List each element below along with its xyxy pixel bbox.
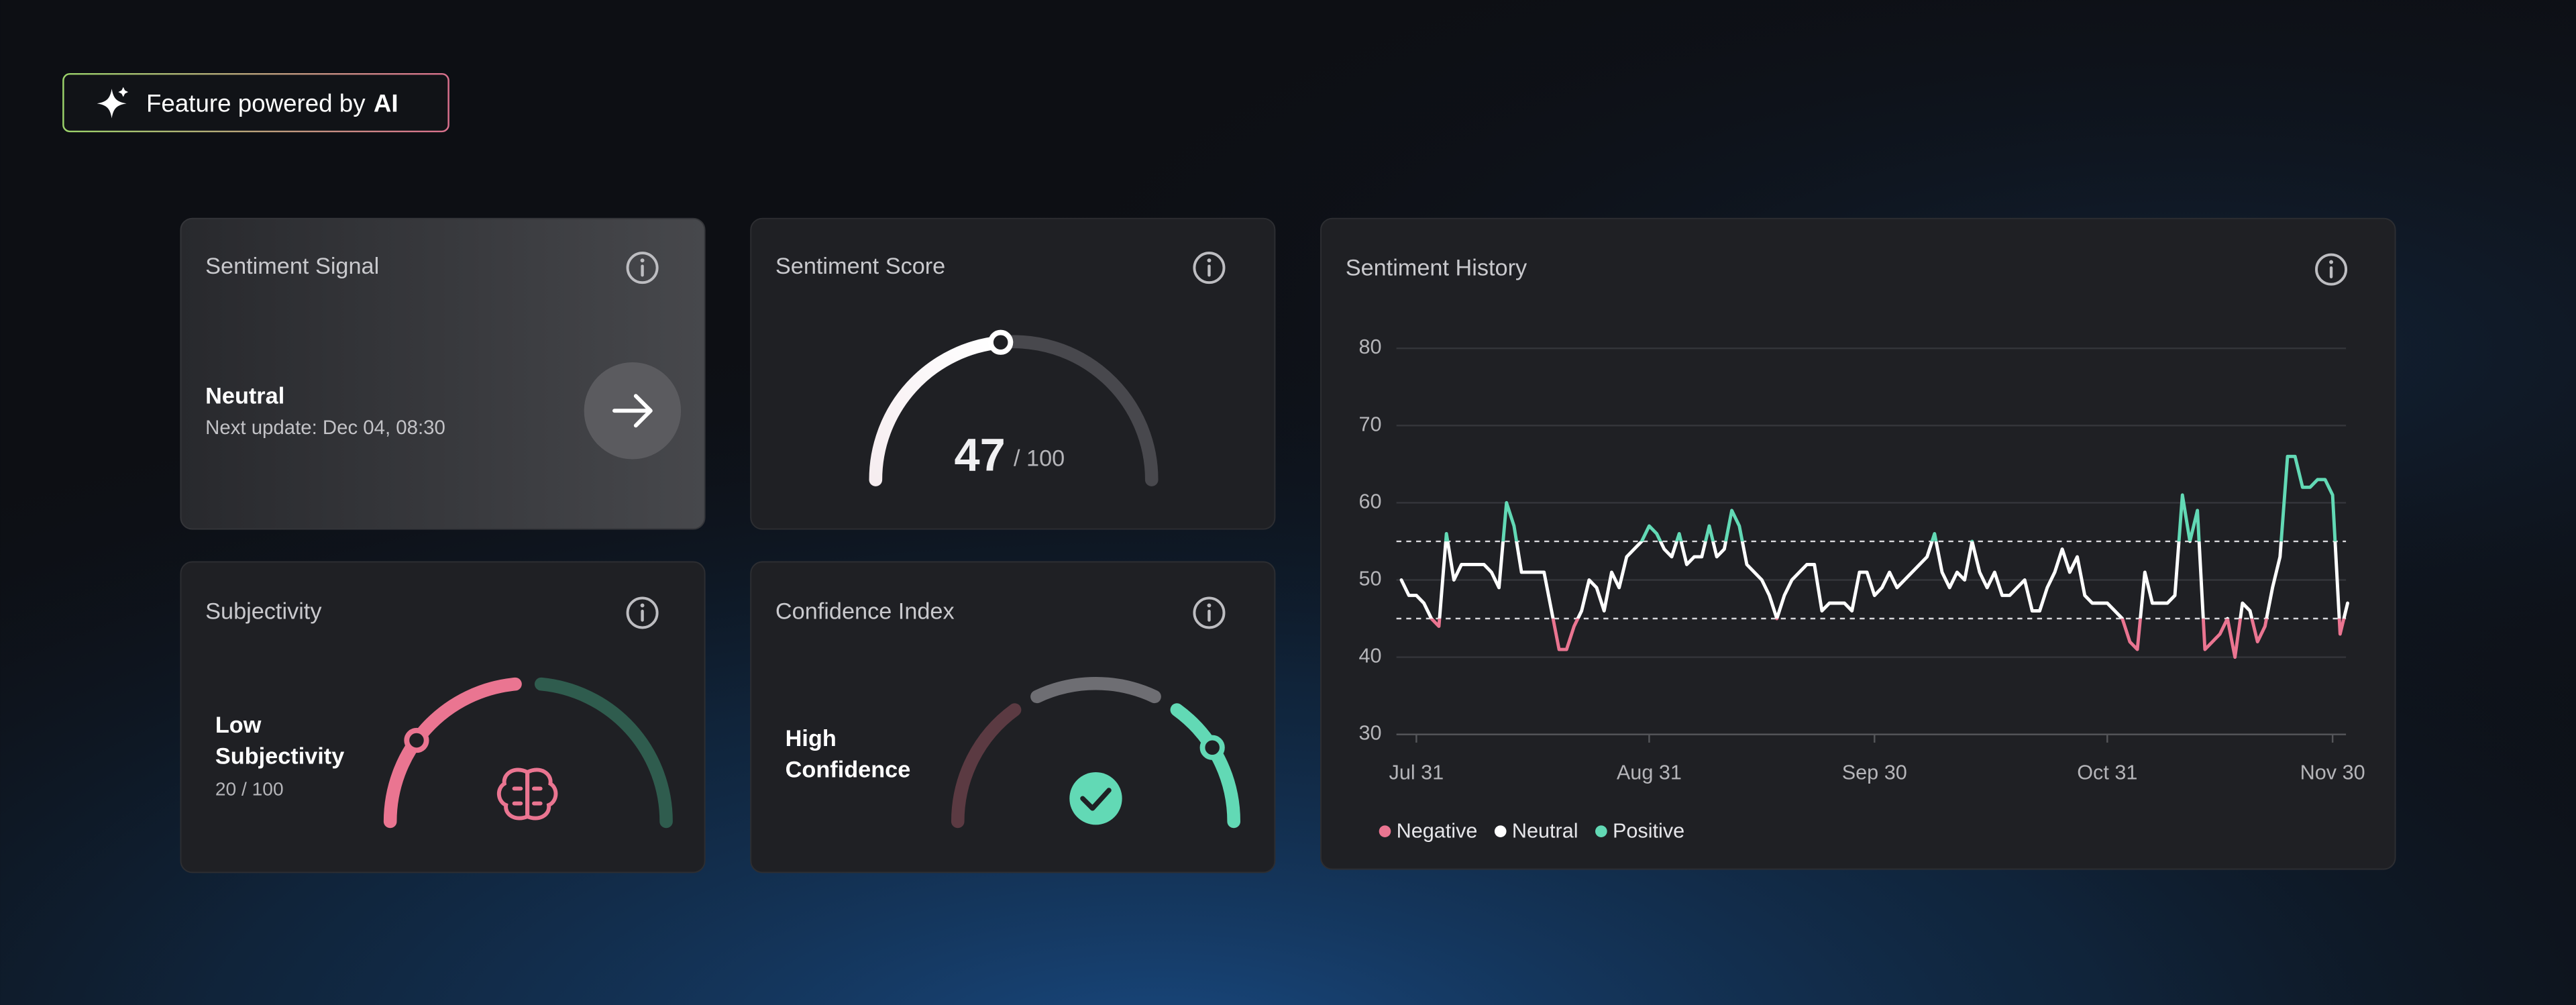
info-dot [2329,260,2333,264]
gauge-track [994,335,1159,486]
badge-frame [62,72,449,133]
label-box: High Confidence [785,724,911,782]
badge-label: Feature powered by [146,89,366,117]
x-tick-label: Nov 30 [2300,761,2365,784]
legend-swatch [1494,825,1507,837]
y-tick-label: 40 [1359,645,1382,668]
next-update: Next update: Dec 04, 08:30 [205,417,445,439]
gauge-marker [988,329,1014,355]
info-icons [626,252,2348,629]
badge-text: Feature powered by AI [146,89,398,117]
legend-label: Positive [1613,819,1684,842]
info-button[interactable] [1193,252,1226,284]
sentiment-line [1399,454,2349,659]
info-dot [1207,258,1212,263]
legend-swatch [1379,825,1391,837]
gauge-marker [1199,735,1225,760]
y-tick-label: 30 [1359,722,1382,745]
sparkle-icon [97,89,127,119]
sparkle-icon [118,87,129,97]
gauge-track [1030,676,1161,704]
legend-swatch [1595,825,1607,837]
history-chart: 30 40 50 60 70 80 Jul 31 Aug 31 Sep 30 Oct 31 Nov … [1359,335,2365,842]
badge-emphasis: AI [374,89,398,117]
check-icon [1069,772,1122,825]
legend-label: Neutral [1512,819,1578,842]
brain-icon [496,768,558,821]
info-button[interactable] [2315,253,2348,286]
brain-right [525,768,558,821]
ai-badge: Feature powered by AI [62,72,449,133]
info-circle[interactable] [1193,252,1226,284]
info-circle[interactable] [2315,253,2348,286]
card [1320,217,2396,870]
info-circle[interactable] [626,596,659,629]
card-title: Sentiment Signal [205,254,379,279]
signal-button[interactable] [584,362,682,460]
info-dot [1207,603,1212,608]
gauges [383,329,1240,829]
check-mark [1080,788,1112,811]
x-tick-label: Oct 31 [2077,761,2137,784]
card-title: Subjectivity [205,599,322,625]
y-tick-label: 70 [1359,413,1382,435]
signal-label: Neutral [205,384,284,409]
info-circle[interactable] [626,252,659,284]
info-button[interactable] [1193,596,1226,629]
arrow-icon [612,394,653,428]
subjectivity-label: Low Subjectivity [215,711,345,770]
label-box: Low Subjectivity [215,711,345,770]
info-button[interactable] [626,596,659,629]
card-title: Sentiment Score [775,254,945,279]
brain-left [496,768,530,821]
gauge-track [383,677,522,829]
info-dot [640,258,645,263]
gauge-track [951,703,1022,829]
y-tick-label: 80 [1359,335,1382,358]
gauge-track [534,677,673,829]
info-button[interactable] [626,252,659,284]
card [180,217,706,530]
x-tick-label: Sep 30 [1842,761,1907,784]
y-tick-label: 60 [1359,490,1382,513]
card-title: Sentiment History [1346,256,1527,281]
score-value: 47 [955,429,1006,480]
gauge-marker [404,727,429,753]
confidence-label: High Confidence [785,724,911,782]
gauge-value-arc [869,335,1008,486]
brain-detail [512,772,543,819]
legend-label: Negative [1397,819,1478,842]
subjectivity-score: 20 / 100 [215,778,284,799]
info-circle[interactable] [1193,596,1226,629]
y-tick-label: 50 [1359,568,1382,590]
gauge-track [1170,703,1240,829]
score-max: / 100 [1014,446,1065,472]
x-tick-label: Aug 31 [1617,761,1682,784]
x-tick-label: Jul 31 [1389,761,1444,784]
card-title: Confidence Index [775,599,955,625]
info-dot [640,603,645,608]
